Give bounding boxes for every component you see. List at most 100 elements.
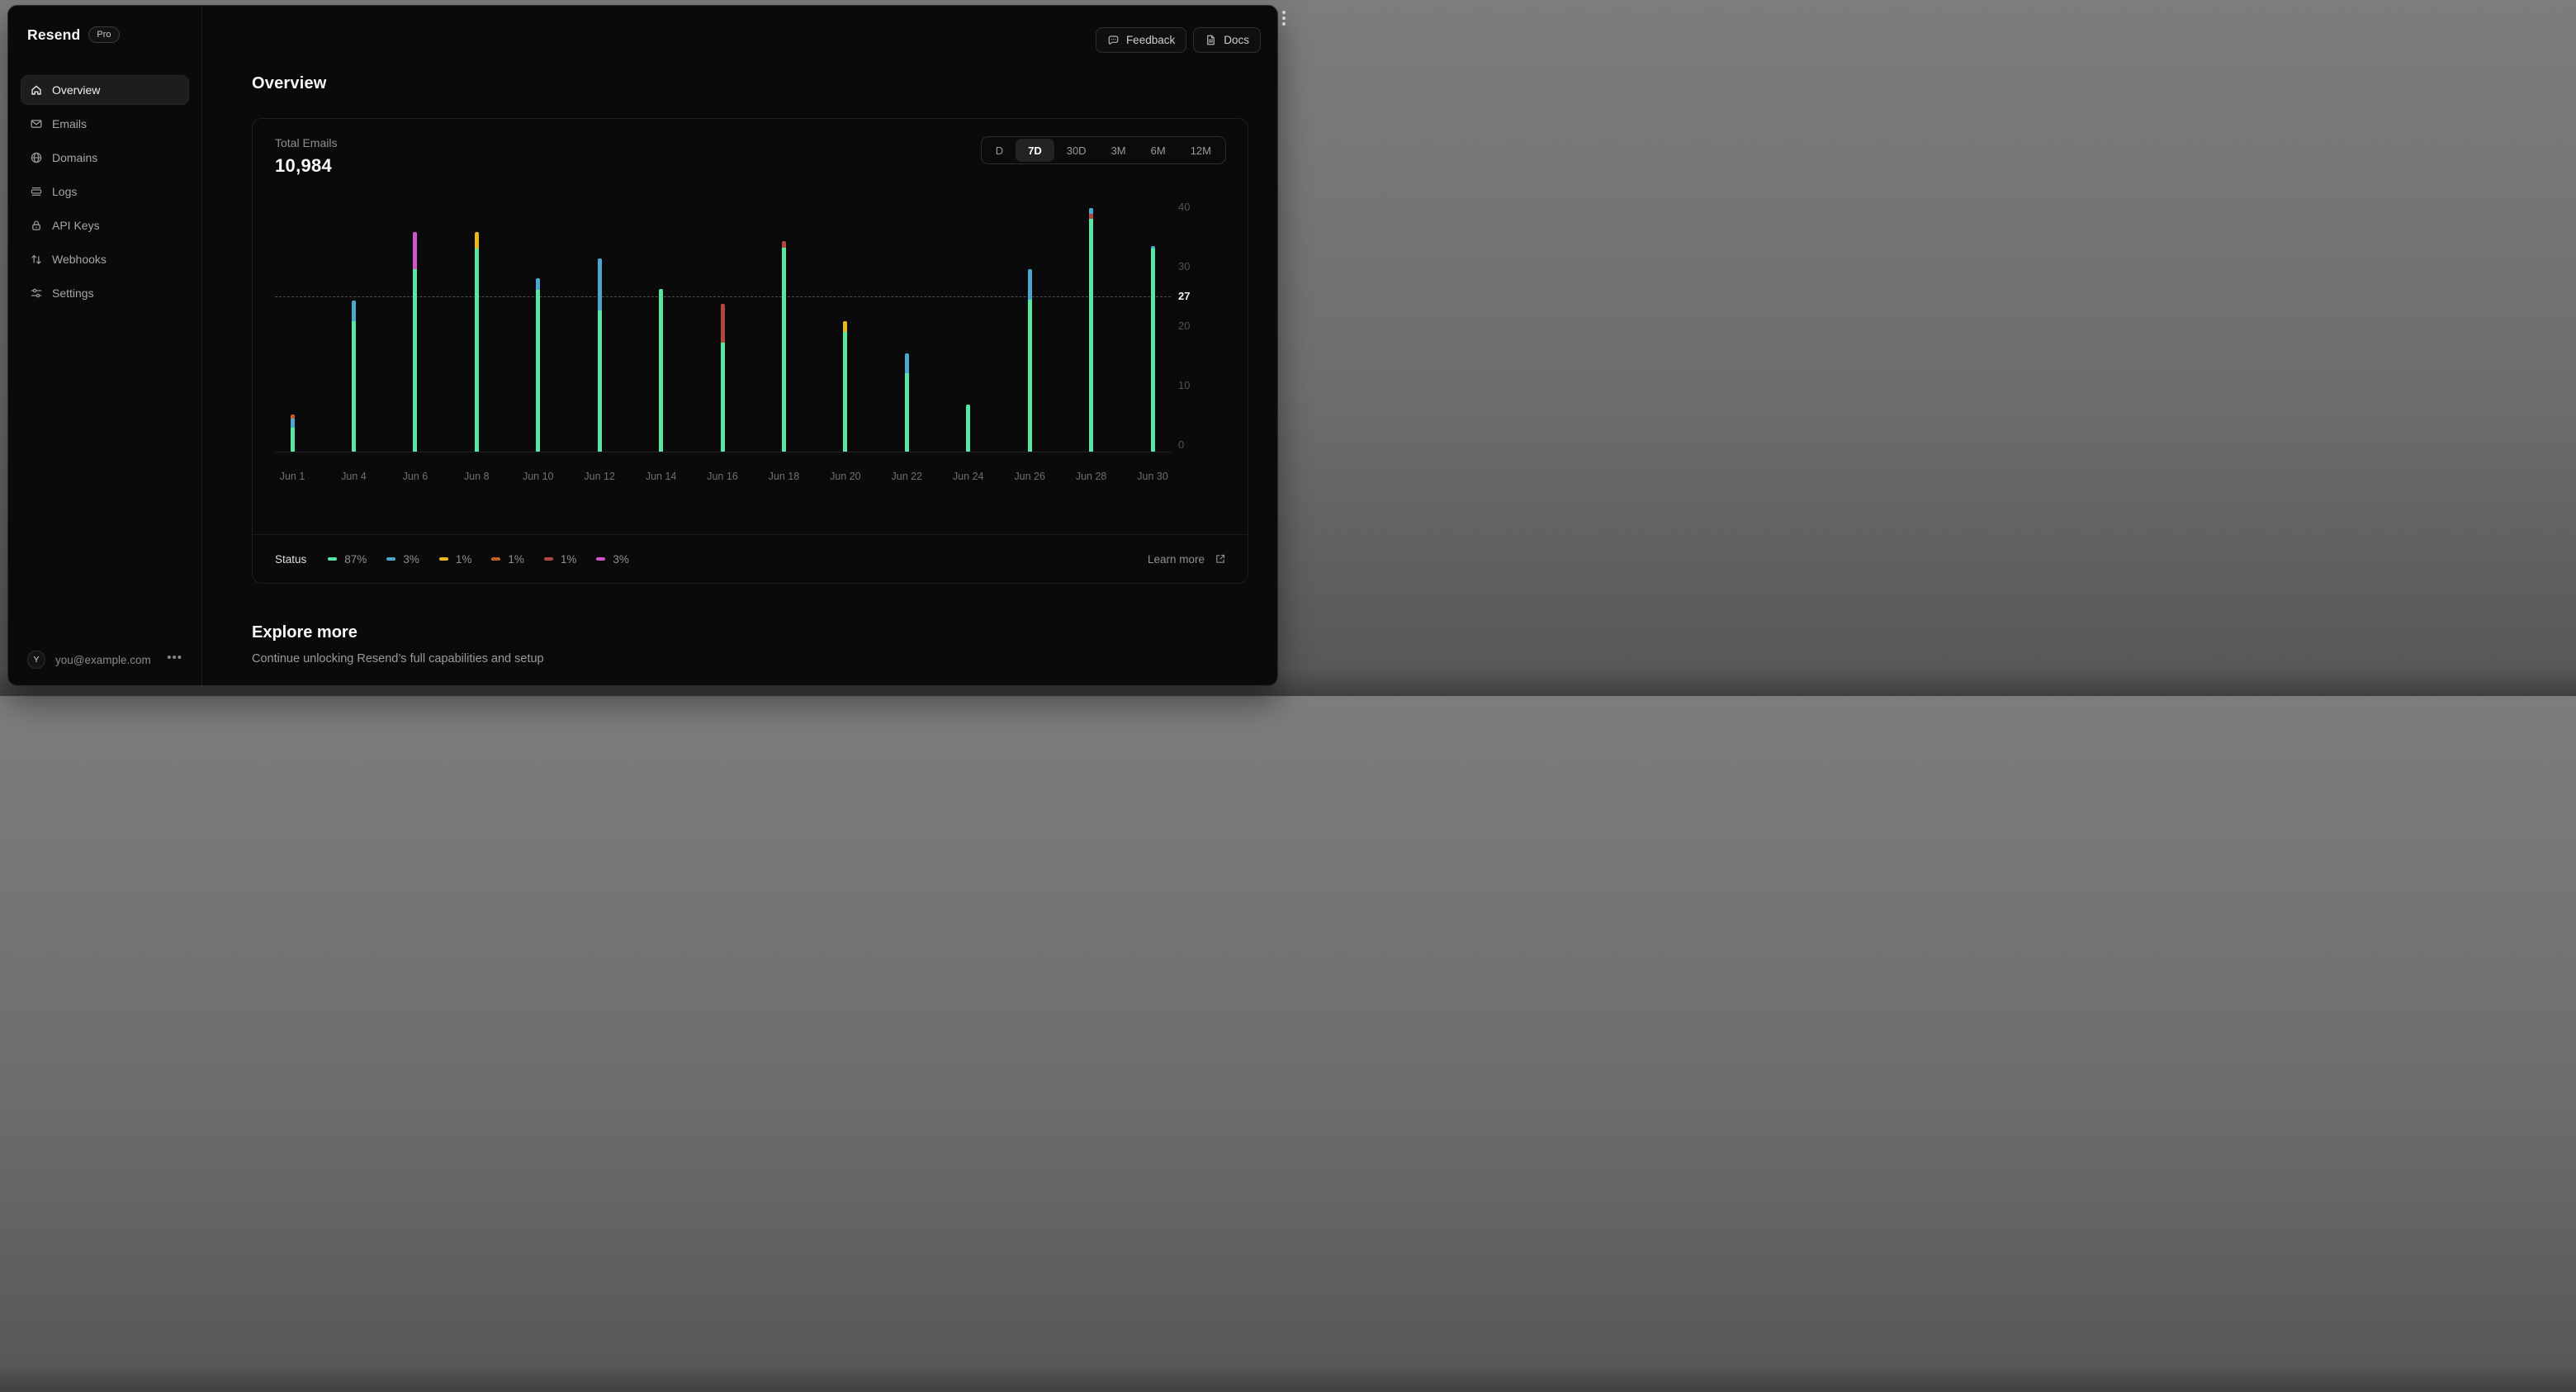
stacked-bar-jun-14 (659, 288, 664, 452)
bar-segment-green (474, 248, 479, 452)
legend-swatch-blue (386, 557, 396, 561)
top-actions: Feedback Docs (1095, 27, 1261, 53)
y-axis-tick: 10 (1178, 379, 1191, 391)
feedback-button[interactable]: Feedback (1095, 27, 1187, 53)
range-tab-30d[interactable]: 30D (1066, 144, 1087, 157)
x-axis-label: Jun 18 (768, 471, 800, 482)
logo-row: Resend Pro (21, 24, 189, 45)
carousel-pagination (1282, 11, 1286, 26)
sidebar-item-emails[interactable]: Emails (21, 109, 189, 139)
bar-segment-green (597, 310, 602, 452)
y-axis-tick: 20 (1178, 320, 1191, 332)
x-axis-label: Jun 14 (645, 471, 677, 482)
sidebar-item-label: Settings (52, 286, 94, 300)
explore-more-subtitle: Continue unlocking Resend’s full capabil… (252, 652, 544, 665)
average-dashed-line (275, 296, 1171, 297)
external-link-icon (1215, 553, 1226, 565)
ellipsis-icon[interactable]: ••• (167, 650, 182, 665)
bar-segment-green (659, 288, 664, 452)
carousel-dot[interactable] (1282, 22, 1286, 26)
main-content: Feedback Docs Overview Total Emails 10,9… (202, 6, 1277, 685)
chart-plot: 0 10 20 30 40 27 Jun 1 Jun 4 Jun 6 Jun 8 Jun 10 Jun… (253, 119, 1248, 583)
sidebar-item-domains[interactable]: Domains (21, 143, 189, 173)
user-account-row[interactable]: Y you@example.com ••• (21, 647, 189, 672)
home-icon (30, 83, 43, 97)
lock-icon (30, 219, 43, 232)
sidebar-item-label: Overview (52, 83, 101, 97)
stacked-bar-jun-28 (1089, 207, 1094, 452)
y-axis-tick: 0 (1178, 438, 1185, 451)
sidebar-item-logs[interactable]: Logs (21, 177, 189, 206)
range-tab-d[interactable]: D (995, 144, 1004, 157)
legend-percent: 1% (455, 552, 472, 566)
legend-swatch-yellow (438, 557, 448, 561)
range-tab-6m[interactable]: 6M (1150, 144, 1166, 157)
x-axis-label: Jun 16 (707, 471, 738, 482)
sliders-icon (30, 286, 43, 300)
stacked-bar-jun-26 (1027, 268, 1032, 452)
x-axis-label: Jun 30 (1137, 471, 1168, 482)
time-range-selector: D 7D 30D 3M 6M 12M (980, 136, 1226, 164)
stacked-bar-jun-20 (843, 321, 848, 452)
bar-segment-green (904, 372, 909, 452)
sidebar: Resend Pro Overview Emails Domains (8, 6, 202, 685)
bar-segment-green (720, 342, 725, 452)
range-tab-7d[interactable]: 7D (1016, 139, 1054, 162)
learn-more-link[interactable]: Learn more (1148, 553, 1226, 566)
sidebar-item-settings[interactable]: Settings (21, 278, 189, 308)
legend-percent: 87% (344, 552, 367, 566)
range-tab-3m[interactable]: 3M (1110, 144, 1126, 157)
sidebar-item-label: Webhooks (52, 253, 107, 266)
legend-item-magenta: 3% (596, 553, 629, 566)
range-tab-12m[interactable]: 12M (1190, 144, 1211, 157)
bar-segment-blue (1089, 207, 1094, 214)
y-axis-tick: 30 (1178, 260, 1191, 272)
carousel-dot[interactable] (1282, 17, 1286, 20)
x-axis-label: Jun 20 (830, 471, 861, 482)
stacked-bar-jun-1 (290, 414, 295, 452)
legend-item-red: 1% (543, 552, 577, 566)
bar-segment-blue (290, 418, 295, 428)
x-axis-label: Jun 1 (279, 471, 305, 482)
card-footer: Status 87% 3% 1% 1% 1% 3% Learn more (253, 534, 1248, 583)
stacked-bar-jun-4 (351, 301, 356, 452)
feedback-button-label: Feedback (1125, 34, 1176, 46)
carousel-dot[interactable] (1282, 11, 1286, 14)
bar-segment-green (1150, 249, 1155, 452)
user-email: you@example.com (55, 653, 151, 666)
legend-percent: 3% (613, 552, 629, 566)
legend-percent: 1% (560, 552, 577, 566)
legend-item-yellow: 1% (438, 552, 472, 566)
bar-segment-orange (290, 414, 295, 419)
app-window: Resend Pro Overview Emails Domains (7, 5, 1278, 686)
stat-label: Total Emails (275, 136, 338, 149)
sidebar-item-overview[interactable]: Overview (21, 75, 189, 105)
docs-button[interactable]: Docs (1193, 27, 1261, 53)
stacked-bar-jun-12 (597, 258, 602, 452)
x-axis-label: Jun 4 (341, 471, 367, 482)
resend-logo: Resend (27, 26, 81, 43)
bar-segment-red (720, 304, 725, 343)
legend-swatch-magenta (596, 557, 606, 561)
docs-button-label: Docs (1224, 34, 1249, 46)
bar-segment-blue (904, 353, 909, 373)
bar-segment-red (781, 241, 786, 249)
pro-plan-badge: Pro (88, 26, 120, 43)
learn-more-label: Learn more (1147, 552, 1205, 566)
bar-segment-blue (536, 277, 541, 291)
stacked-bar-jun-22 (904, 353, 909, 452)
legend-percent: 3% (403, 552, 419, 566)
sidebar-item-api-keys[interactable]: API Keys (21, 211, 189, 240)
bar-segment-red (1089, 213, 1094, 220)
page-title: Overview (252, 74, 327, 92)
bar-segment-green (290, 428, 295, 452)
legend-item-blue: 3% (386, 553, 419, 566)
sidebar-item-webhooks[interactable]: Webhooks (21, 244, 189, 274)
bar-segment-yellow (843, 321, 848, 332)
x-axis-label: Jun 22 (891, 471, 923, 482)
bar-segment-magenta (413, 232, 418, 269)
x-axis-label: Jun 26 (1014, 471, 1045, 482)
x-axis-label: Jun 8 (463, 471, 490, 482)
sidebar-item-label: Logs (52, 185, 78, 198)
bar-segment-blue (597, 258, 602, 310)
